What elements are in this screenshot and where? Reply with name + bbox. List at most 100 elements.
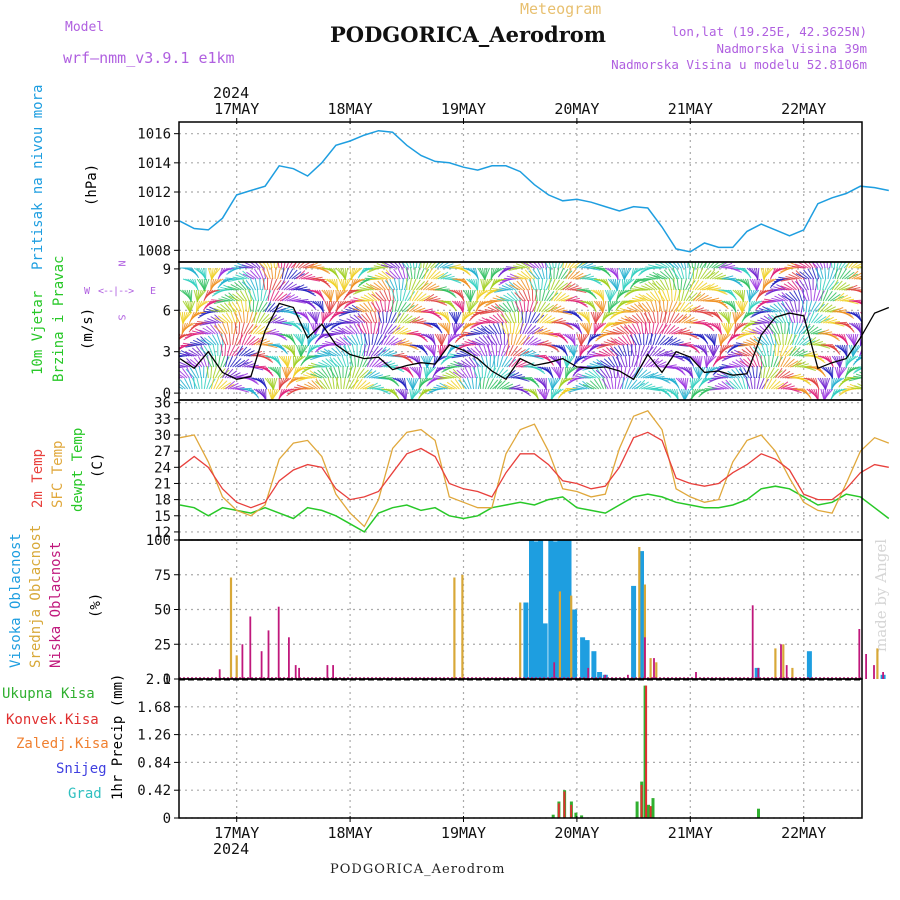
wind-barb xyxy=(794,333,801,346)
wind-barb xyxy=(551,290,558,302)
wind-barb xyxy=(654,300,658,313)
wind-barb xyxy=(588,370,599,379)
wind-barb xyxy=(592,360,604,368)
wind-barb xyxy=(548,366,554,379)
wind-barb xyxy=(353,323,361,335)
wind-barb xyxy=(532,278,538,291)
wind-barb xyxy=(439,376,452,379)
wind-barb xyxy=(489,299,502,302)
wind-barb xyxy=(505,322,509,335)
wind-barb xyxy=(359,369,369,379)
wind-barb xyxy=(725,355,738,358)
wind-barb xyxy=(553,307,565,313)
wind-barb xyxy=(857,356,862,359)
wind-barb xyxy=(212,278,224,286)
wind-barb xyxy=(226,322,231,335)
wind-barb xyxy=(773,333,779,346)
wind-barb xyxy=(325,366,332,379)
cloud-high-bar xyxy=(561,540,567,679)
wind-barb xyxy=(552,377,561,388)
wind-barb xyxy=(537,340,549,346)
wind-barb xyxy=(603,367,611,379)
wind-barb xyxy=(434,286,447,291)
wind-barb xyxy=(877,290,883,301)
cloud-tick-label: 75 xyxy=(154,568,171,584)
wind-barb xyxy=(496,355,499,368)
wind-barb xyxy=(680,277,683,291)
wind-barb xyxy=(246,336,256,346)
wind-barb xyxy=(535,289,538,302)
wind-barb xyxy=(460,267,471,276)
wind-barb xyxy=(595,369,606,379)
wind-barb xyxy=(520,311,524,324)
wind-barb xyxy=(337,356,345,368)
precip-tick-label: 2.1 xyxy=(146,672,171,688)
wind-barb xyxy=(300,273,313,280)
wind-barb xyxy=(723,366,736,369)
wind-barb xyxy=(669,311,676,324)
wind-barb xyxy=(645,358,656,368)
wind-barb xyxy=(184,322,196,330)
wind-barb xyxy=(631,380,642,390)
wind-barb xyxy=(603,341,616,346)
wind-barb xyxy=(712,387,725,390)
wind-barb xyxy=(770,343,772,357)
wind-barb xyxy=(844,271,855,280)
temp-tick-label: 27 xyxy=(154,444,171,460)
cloud-low-bar xyxy=(785,665,788,679)
wind-barb xyxy=(433,386,446,390)
wind-barb xyxy=(356,323,365,335)
wind-barb xyxy=(493,366,500,379)
cloud-mid-bar xyxy=(570,595,573,679)
wind-barb xyxy=(763,355,767,368)
wind-barb xyxy=(829,333,840,342)
wind-barb xyxy=(179,344,184,351)
wind-barb xyxy=(489,379,499,390)
wind-barb xyxy=(411,290,419,302)
wind-barb xyxy=(675,300,681,313)
wind-barb xyxy=(805,289,810,302)
wind-barb xyxy=(541,278,544,291)
wind-barb xyxy=(864,373,875,378)
wind-barb xyxy=(704,322,715,332)
wind-barb xyxy=(179,361,191,368)
wind-barb xyxy=(694,262,696,269)
wind-barb xyxy=(730,289,738,301)
wind-barb xyxy=(421,297,434,302)
wind-barb xyxy=(692,307,705,313)
wind-barb xyxy=(797,289,803,302)
wind-barb xyxy=(763,323,772,335)
wind-barb xyxy=(355,378,363,390)
wind-barb xyxy=(502,302,512,313)
wind-barb xyxy=(515,263,528,269)
wind-barb xyxy=(255,300,259,313)
wind-barb xyxy=(695,292,706,302)
wind-barb xyxy=(224,343,227,357)
date-label-bottom: 17MAY xyxy=(214,824,259,842)
wind-barb xyxy=(421,322,433,328)
wind-barb xyxy=(664,335,674,346)
wind-barb xyxy=(361,313,370,324)
wind-barb xyxy=(347,366,353,379)
wind-barb xyxy=(432,311,443,321)
wind-barb xyxy=(709,270,720,280)
wind-barb xyxy=(658,262,670,269)
wind-barb xyxy=(499,333,503,346)
wind-barb xyxy=(446,381,458,390)
wind-barb xyxy=(854,367,862,372)
wind-barb xyxy=(383,334,391,346)
wind-barb xyxy=(477,278,479,292)
wind-barb xyxy=(286,283,297,291)
wind-barb xyxy=(609,348,620,357)
wind-barb xyxy=(210,316,222,324)
wind-barb xyxy=(503,294,515,302)
wind-barb xyxy=(645,301,653,313)
wind-barb xyxy=(567,262,572,269)
wind-barb xyxy=(179,354,188,357)
wind-barb xyxy=(232,276,245,280)
wind-barb xyxy=(232,333,235,346)
wind-barb xyxy=(379,300,384,313)
wind-barb xyxy=(872,290,876,301)
wind-barb xyxy=(768,289,781,292)
wind-barb xyxy=(283,310,296,313)
